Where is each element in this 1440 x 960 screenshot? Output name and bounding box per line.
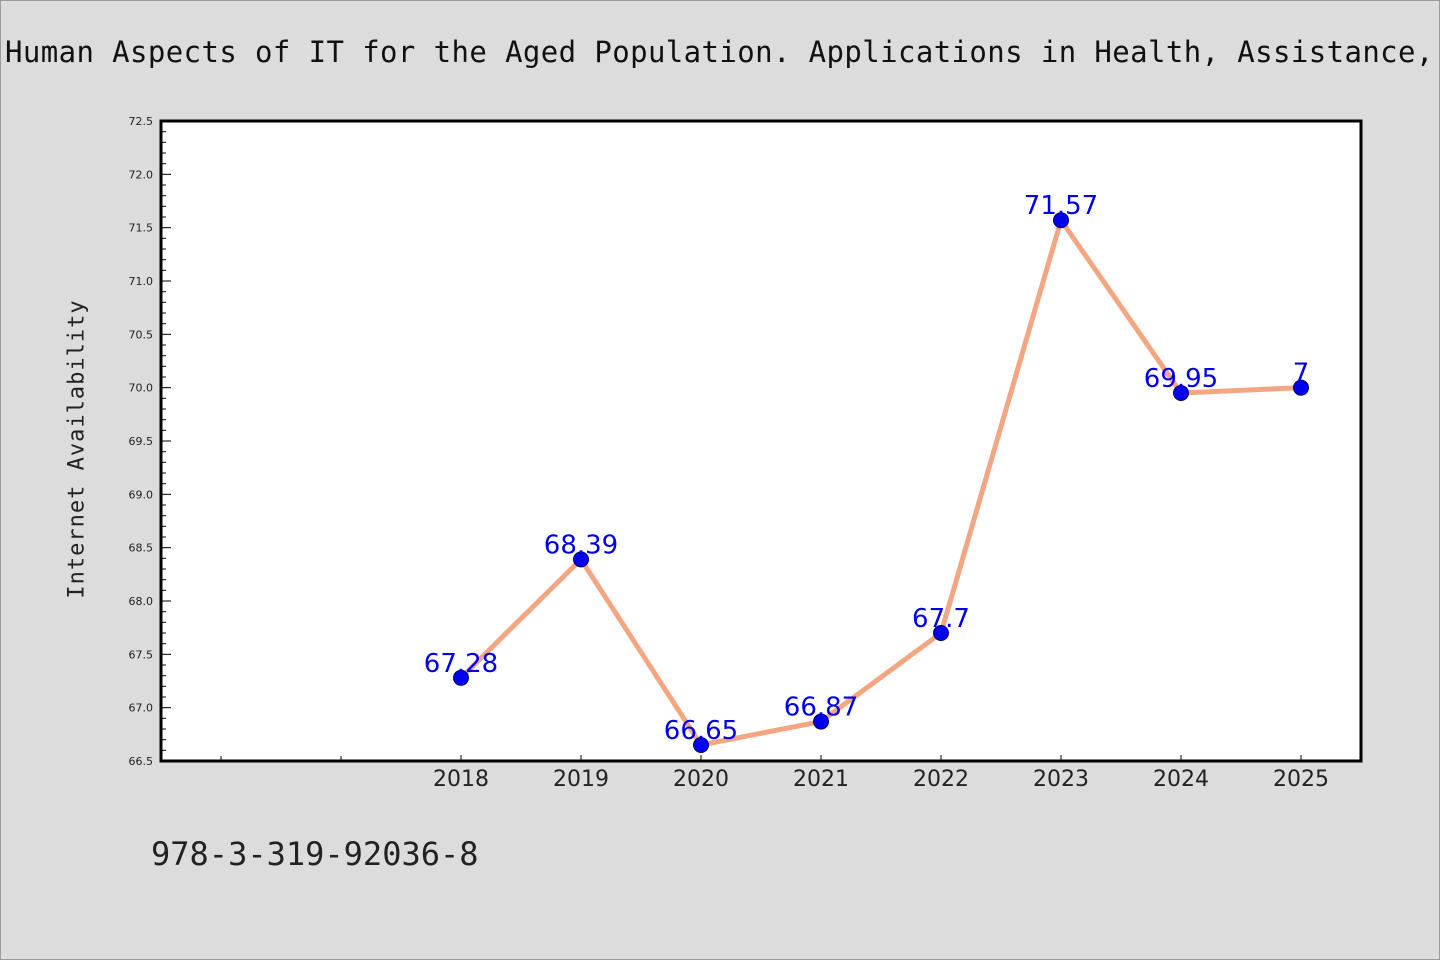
plot-area [161,121,1361,761]
x-axis: 2018 2019 2020 2021 2022 2023 2024 2025 [220,755,1329,792]
y-tick-label: 72.0 [129,168,154,181]
data-point [933,625,949,641]
y-tick-label: 69.0 [129,488,154,501]
y-tick-label: 69.5 [129,435,154,448]
y-tick-label: 68.5 [129,542,154,555]
y-tick-label: 71.5 [129,222,154,235]
y-tick-label: 67.0 [129,702,154,715]
x-tick-label: 2024 [1153,767,1209,792]
chart-title: Human Aspects of IT for the Aged Populat… [5,35,1440,69]
data-label: 67.28 [424,649,498,679]
x-tick-label: 2021 [793,767,849,792]
data-label: 67.7 [912,604,970,634]
data-label: 66.65 [664,716,738,746]
data-label: 68.39 [544,530,618,560]
series-layer: 67.28 68.39 66.65 66.87 67.7 71.57 69.95 7 [424,191,1310,753]
y-tick-label: 70.5 [129,328,154,341]
x-tick-label: 2019 [553,767,609,792]
y-tick-label: 71.0 [129,275,154,288]
series-line [458,217,1304,748]
isbn-text: 978-3-319-92036-8 [151,835,479,873]
data-point [453,669,469,686]
data-label: 66.87 [784,693,858,723]
x-tick-label: 2018 [433,767,489,792]
y-tick-label: 72.5 [129,115,154,128]
data-label: 69.95 [1144,364,1218,394]
y-tick-label: 68.0 [129,595,154,608]
data-point [813,713,829,730]
data-point [1173,385,1189,401]
data-label: 7 [1293,359,1310,389]
y-axis: 66.5 67.0 67.5 68.0 68.5 69.0 69.5 70.0 70.5 71.0… [129,115,171,768]
y-tick-label: 67.5 [129,648,154,661]
x-tick-label: 2022 [913,767,969,792]
x-tick-label: 2020 [673,767,729,792]
x-tick-label: 2025 [1273,767,1329,792]
data-point [573,551,589,568]
data-label: 71.57 [1024,191,1098,221]
x-tick-label: 2023 [1033,767,1089,792]
data-point [1053,212,1069,229]
y-tick-label: 66.5 [129,755,154,768]
plot-frame [159,119,1363,763]
y-tick-label: 70.0 [129,382,154,395]
data-point [693,737,709,753]
data-point [1293,379,1309,396]
